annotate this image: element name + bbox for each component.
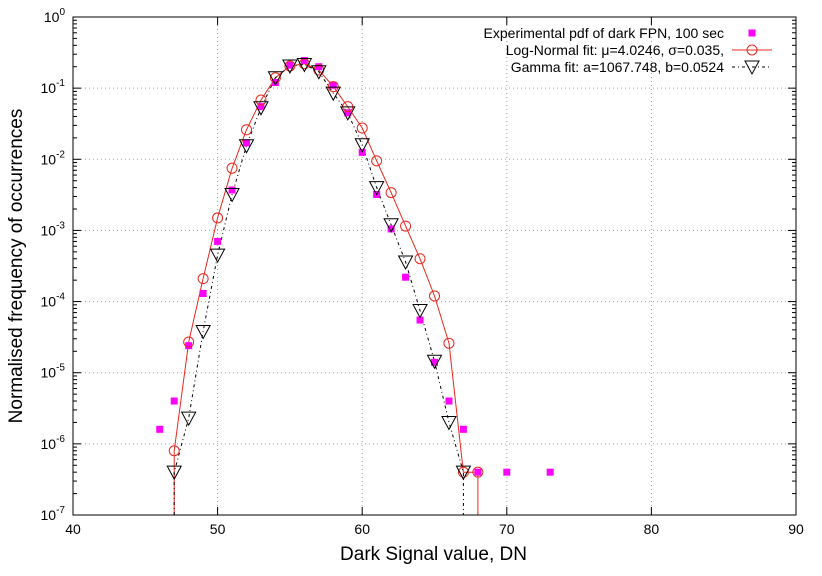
series-1-point [185,342,193,350]
y-tick-label: 10-3 [41,220,66,238]
legend-label-1: Experimental pdf of dark FPN, 100 sec [484,25,724,41]
series-1-point [199,289,207,297]
x-tick-label: 80 [644,521,660,537]
series-2-point [385,187,397,199]
y-tick-label: 10-4 [41,292,66,310]
series-layer [156,56,554,515]
series-1-point [170,397,178,405]
series-3-point [310,65,327,80]
series-3-point [238,139,255,154]
legend-marker-1 [748,29,756,37]
series-3-point [354,138,371,153]
series-2-point [327,81,339,93]
series-2-point [356,122,368,134]
series-1-point [402,273,410,281]
y-tick-label: 10-2 [41,149,66,167]
series-3-point [426,354,443,370]
series-1-point [214,237,222,245]
series-3-point [325,86,342,102]
axes-layer: 40 50 60 70 80 90 10-7 10-6 10-5 10-4 10-3 10-2 10-1… [41,7,804,537]
series-line-3 [173,63,464,515]
x-tick-label: 40 [65,521,81,537]
series-3-point [209,248,226,264]
series-1-point [300,56,308,64]
series-1-point [503,468,511,476]
series-3-point [368,181,385,196]
series-2-point [414,253,426,265]
series-2-point [443,337,455,349]
series-1-point [156,425,164,433]
grid-layer [73,17,796,515]
series-2-point [429,290,440,302]
series-2-point [371,155,383,167]
series-3-point [180,411,197,427]
series-1-point [257,103,265,111]
series-1-point [416,316,424,324]
series-2-point [168,445,180,457]
series-2-point [197,273,209,285]
y-tick-label: 10-1 [41,78,66,96]
series-2-point [400,220,412,232]
series-2-point [212,212,224,224]
x-axis-title: Dark Signal value, DN [340,544,527,565]
x-tick-label: 50 [210,521,226,537]
y-tick-label: 100 [44,7,66,25]
series-1-point [344,109,352,117]
series-1-point [459,425,467,433]
series-3-point [253,101,269,116]
series-3-point [166,465,183,481]
x-tick-label: 70 [499,521,515,537]
x-tick-label: 90 [788,521,804,537]
legend-label-2: Log-Normal fit: μ=4.0246, σ=0.035, [506,42,724,58]
series-1-point [445,397,453,405]
x-tick-label: 60 [354,521,370,537]
series-3-point [282,59,298,75]
series-3-point [195,324,211,340]
series-3-point [455,465,472,481]
series-1-point [243,139,251,147]
legend-label-3: Gamma fit: a=1067.748, b=0.0524 [511,59,724,75]
legend-marker-2 [746,44,758,56]
series-3-point [339,106,356,121]
y-axis-title: Normalised frequency of occurrences [6,109,27,424]
series-3-point [383,218,399,233]
legend: Experimental pdf of dark FPN, 100 secLog… [484,25,772,76]
series-1-point [546,468,554,476]
series-1-point [431,358,438,366]
series-1-point [315,63,323,71]
y-tick-label: 10-6 [41,434,66,452]
series-3-point [296,57,313,73]
series-1-point [387,225,395,233]
series-2-point [255,94,267,106]
series-3-point [397,255,414,271]
series-2-point [269,72,281,84]
series-1-point [329,81,337,89]
series-2-point [457,466,469,478]
series-2-point [472,466,484,478]
series-3-point [224,187,240,203]
series-1-point [228,186,236,194]
series-2-point [183,336,195,348]
series-3-point [267,71,284,86]
series-1-point [474,468,482,476]
series-line-2 [173,63,479,515]
y-tick-label: 10-7 [41,505,66,523]
y-tick-label: 10-5 [41,363,66,381]
legend-marker-3 [744,60,760,76]
plot-frame [72,16,797,516]
series-2-point [284,60,296,72]
series-3-point [441,415,457,431]
series-1-point [286,61,294,69]
series-2-point [226,162,238,174]
series-2-point [241,124,253,136]
series-3-point [412,303,428,319]
